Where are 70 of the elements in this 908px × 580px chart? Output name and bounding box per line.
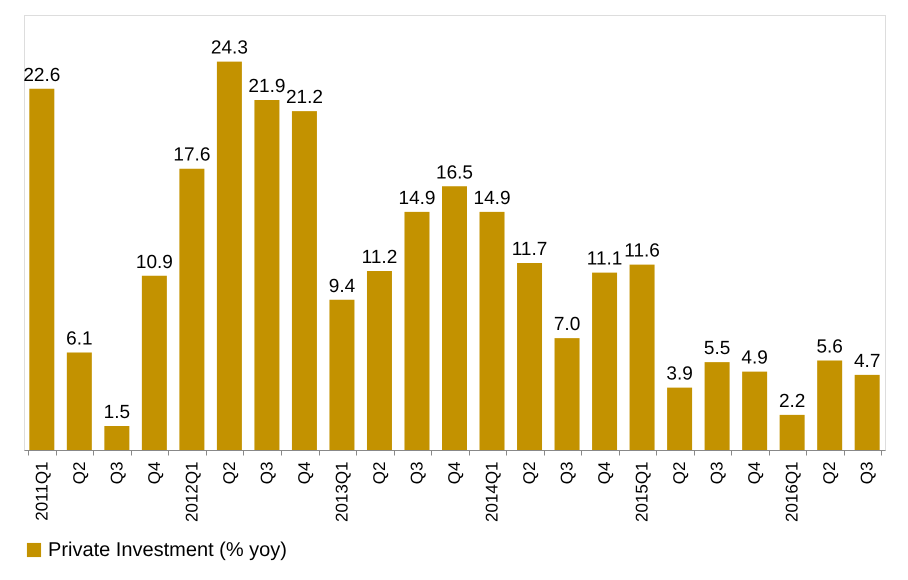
data-label: 11.6 [624,240,660,262]
data-label: 3.9 [666,364,693,385]
x-tick-label: Q3 [107,462,126,484]
x-tick-label: Q2 [520,462,540,484]
data-label: 11.1 [586,248,622,270]
bar [66,352,92,450]
bar [817,360,842,450]
bar [442,186,467,450]
data-label: 2.2 [778,390,806,412]
bar [179,168,204,450]
bar [854,374,880,450]
x-tick-label: 2013Q1 [332,462,352,522]
bar [780,414,805,450]
data-label: 22.6 [23,64,60,86]
bar [142,276,167,450]
bar [517,262,542,450]
bar [667,388,692,450]
x-tick-label: Q4 [745,462,764,484]
data-label: 10.9 [136,252,173,273]
x-tick-label: Q2 [670,462,690,484]
data-label: 16.5 [436,162,473,184]
x-tick-label: Q4 [595,462,614,484]
bar [366,270,392,450]
x-tick-label: Q3 [407,462,426,484]
bar [704,362,730,450]
data-label: 6.1 [66,328,93,350]
x-tick-label: Q4 [445,462,464,484]
x-tick-label: Q2 [370,462,389,484]
x-tick-label: 2012Q1 [182,462,202,522]
data-label: 4.7 [854,350,880,372]
x-tick-label: 2011Q1 [32,462,52,521]
bar [254,100,280,450]
data-label: 11.2 [362,246,398,268]
bar [630,264,655,450]
data-label: 11.7 [512,238,548,260]
data-label: 5.6 [816,336,843,358]
legend-label: Private Investment (% yoy) [48,539,287,561]
x-tick-label: Q2 [70,462,89,484]
data-label: 9.4 [328,276,356,297]
data-label: 14.9 [398,188,436,209]
data-label: 21.9 [248,76,286,97]
x-tick-label: Q3 [257,462,276,484]
bar [29,88,54,450]
data-label: 5.5 [704,338,730,360]
bar [216,62,242,450]
data-label: 24.3 [210,38,248,59]
data-label: 4.9 [741,348,768,369]
x-tick-label: Q3 [708,462,727,484]
bar [742,372,768,450]
x-tick-label: 2015Q1 [632,462,652,522]
bar [480,212,505,450]
x-tick-label: Q4 [144,462,164,484]
bar [292,111,317,450]
x-tick-label: Q2 [820,462,840,484]
data-label: 14.9 [474,188,511,209]
x-tick-label: 2014Q1 [482,462,502,522]
x-tick-label: Q3 [558,462,577,484]
data-label: 21.2 [286,87,323,108]
data-label: 17.6 [173,144,210,166]
data-label: 7.0 [554,314,580,336]
data-label: 1.5 [104,402,130,424]
x-tick-label: Q3 [858,462,877,484]
bar [554,338,580,450]
bar [104,426,130,450]
x-tick-label: Q2 [220,462,239,484]
bar [592,272,618,450]
bar [329,300,354,450]
x-tick-label: Q4 [294,462,314,484]
bar [404,212,430,450]
x-tick-label: 2016Q1 [782,462,802,522]
